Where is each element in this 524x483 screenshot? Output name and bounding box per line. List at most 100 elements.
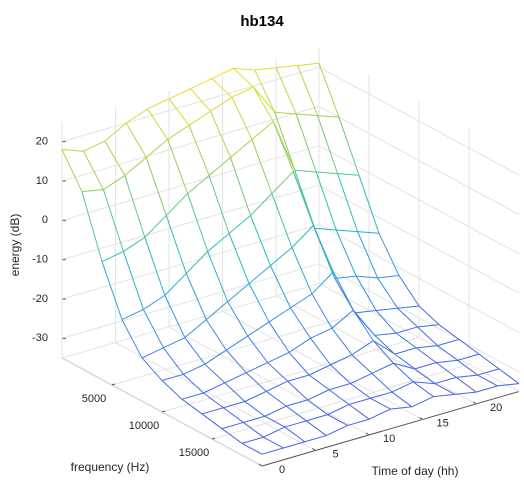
mesh-edge bbox=[438, 324, 460, 340]
mesh-edge bbox=[161, 373, 184, 382]
mesh-edge bbox=[81, 189, 104, 193]
mesh-edge bbox=[437, 338, 460, 347]
mesh-edge bbox=[354, 310, 377, 314]
mesh-edge bbox=[244, 390, 267, 402]
mesh-edge bbox=[246, 362, 268, 374]
z-tick-label: -10 bbox=[32, 254, 48, 266]
x-axis-label: Time of day (hh) bbox=[372, 464, 459, 478]
mesh-edge bbox=[163, 347, 184, 375]
mesh-edge bbox=[311, 271, 334, 295]
mesh-edge bbox=[477, 368, 500, 376]
mesh-edge bbox=[265, 390, 287, 407]
mesh-edge bbox=[165, 215, 187, 274]
mesh-edge bbox=[315, 171, 337, 231]
mesh-edge bbox=[141, 347, 164, 359]
mesh-edge bbox=[314, 227, 337, 231]
grid-line bbox=[61, 184, 320, 261]
mesh-edge bbox=[436, 359, 458, 364]
mesh-edge bbox=[163, 337, 186, 349]
mesh-edge bbox=[311, 293, 333, 329]
mesh-edge bbox=[252, 86, 276, 113]
x-tick-label: 15 bbox=[437, 417, 449, 429]
mesh-edge bbox=[308, 364, 331, 376]
mesh-edge bbox=[167, 124, 190, 140]
mesh-edge bbox=[455, 376, 477, 393]
mesh-edge bbox=[248, 265, 271, 284]
mesh-edge bbox=[478, 353, 500, 370]
x-tick-label: 5 bbox=[332, 448, 338, 460]
mesh-edge bbox=[283, 441, 305, 449]
mesh-edge bbox=[498, 368, 520, 385]
mesh-edge bbox=[368, 408, 391, 420]
mesh-edge bbox=[310, 327, 333, 339]
mesh-edge bbox=[337, 173, 359, 232]
mesh-edge bbox=[205, 319, 227, 351]
mesh-edge bbox=[370, 397, 391, 410]
mesh-edge bbox=[168, 88, 191, 100]
mesh-edge bbox=[102, 189, 124, 252]
tick-mark bbox=[312, 448, 316, 451]
tick-mark bbox=[111, 383, 116, 386]
mesh-edge bbox=[224, 372, 247, 384]
mesh-edge bbox=[181, 398, 203, 415]
mesh-edge bbox=[372, 340, 394, 364]
mesh-edge bbox=[290, 293, 313, 309]
mesh-edge bbox=[295, 113, 317, 173]
mesh-edge bbox=[141, 357, 163, 381]
mesh-edge bbox=[207, 233, 230, 252]
mesh-edge bbox=[227, 283, 250, 303]
mesh-edge bbox=[417, 324, 440, 328]
mesh-edge bbox=[244, 401, 266, 417]
mesh-edge bbox=[376, 307, 398, 312]
mesh-edge bbox=[434, 383, 455, 395]
mesh-edge bbox=[330, 364, 351, 384]
mesh-edge bbox=[185, 273, 207, 320]
mesh-edge bbox=[211, 78, 233, 98]
mesh-edge bbox=[390, 406, 412, 410]
mesh-edge bbox=[334, 275, 357, 279]
mesh-edge bbox=[288, 352, 310, 376]
mesh-edge bbox=[357, 231, 379, 279]
x-tick-label: 0 bbox=[279, 464, 285, 476]
mesh-edge bbox=[250, 193, 273, 216]
z-axis-label: energy (dB) bbox=[8, 214, 22, 277]
mesh-edge bbox=[204, 349, 227, 365]
mesh-edge bbox=[354, 312, 376, 336]
mesh-edge bbox=[251, 121, 274, 140]
mesh-edge bbox=[205, 301, 228, 321]
mesh-edge bbox=[393, 362, 415, 370]
mesh-edge bbox=[161, 380, 183, 400]
mesh-edge bbox=[61, 149, 83, 193]
mesh-edge bbox=[374, 332, 397, 336]
mesh-edge bbox=[223, 401, 245, 409]
mesh-edge bbox=[434, 376, 457, 385]
mesh-edge bbox=[287, 374, 310, 382]
mesh-edge bbox=[201, 407, 224, 415]
mesh-edge bbox=[336, 229, 358, 233]
mesh-edge bbox=[254, 67, 277, 71]
mesh-edge bbox=[271, 171, 294, 194]
mesh-edge bbox=[433, 393, 455, 398]
mesh-edge bbox=[288, 337, 311, 353]
mesh-edge bbox=[225, 335, 248, 351]
mesh-edge bbox=[338, 117, 360, 176]
z-tick-label: 10 bbox=[36, 175, 48, 187]
y-tick-label: 15000 bbox=[179, 447, 210, 459]
mesh-edge bbox=[230, 157, 251, 216]
mesh-edge bbox=[330, 354, 353, 366]
mesh-edge bbox=[497, 383, 520, 387]
mesh-edge bbox=[334, 278, 356, 314]
mesh-edge bbox=[168, 98, 190, 126]
mesh-edge bbox=[125, 108, 148, 124]
mesh-edge bbox=[284, 426, 306, 443]
mesh-edge bbox=[394, 353, 416, 370]
mesh-edge bbox=[251, 139, 273, 194]
mesh-edge bbox=[184, 337, 206, 365]
mesh-edge bbox=[188, 125, 210, 176]
mesh-edge bbox=[416, 345, 438, 349]
mesh-edge bbox=[123, 236, 146, 252]
mesh-edge bbox=[285, 405, 307, 422]
mesh-edge bbox=[204, 363, 226, 384]
